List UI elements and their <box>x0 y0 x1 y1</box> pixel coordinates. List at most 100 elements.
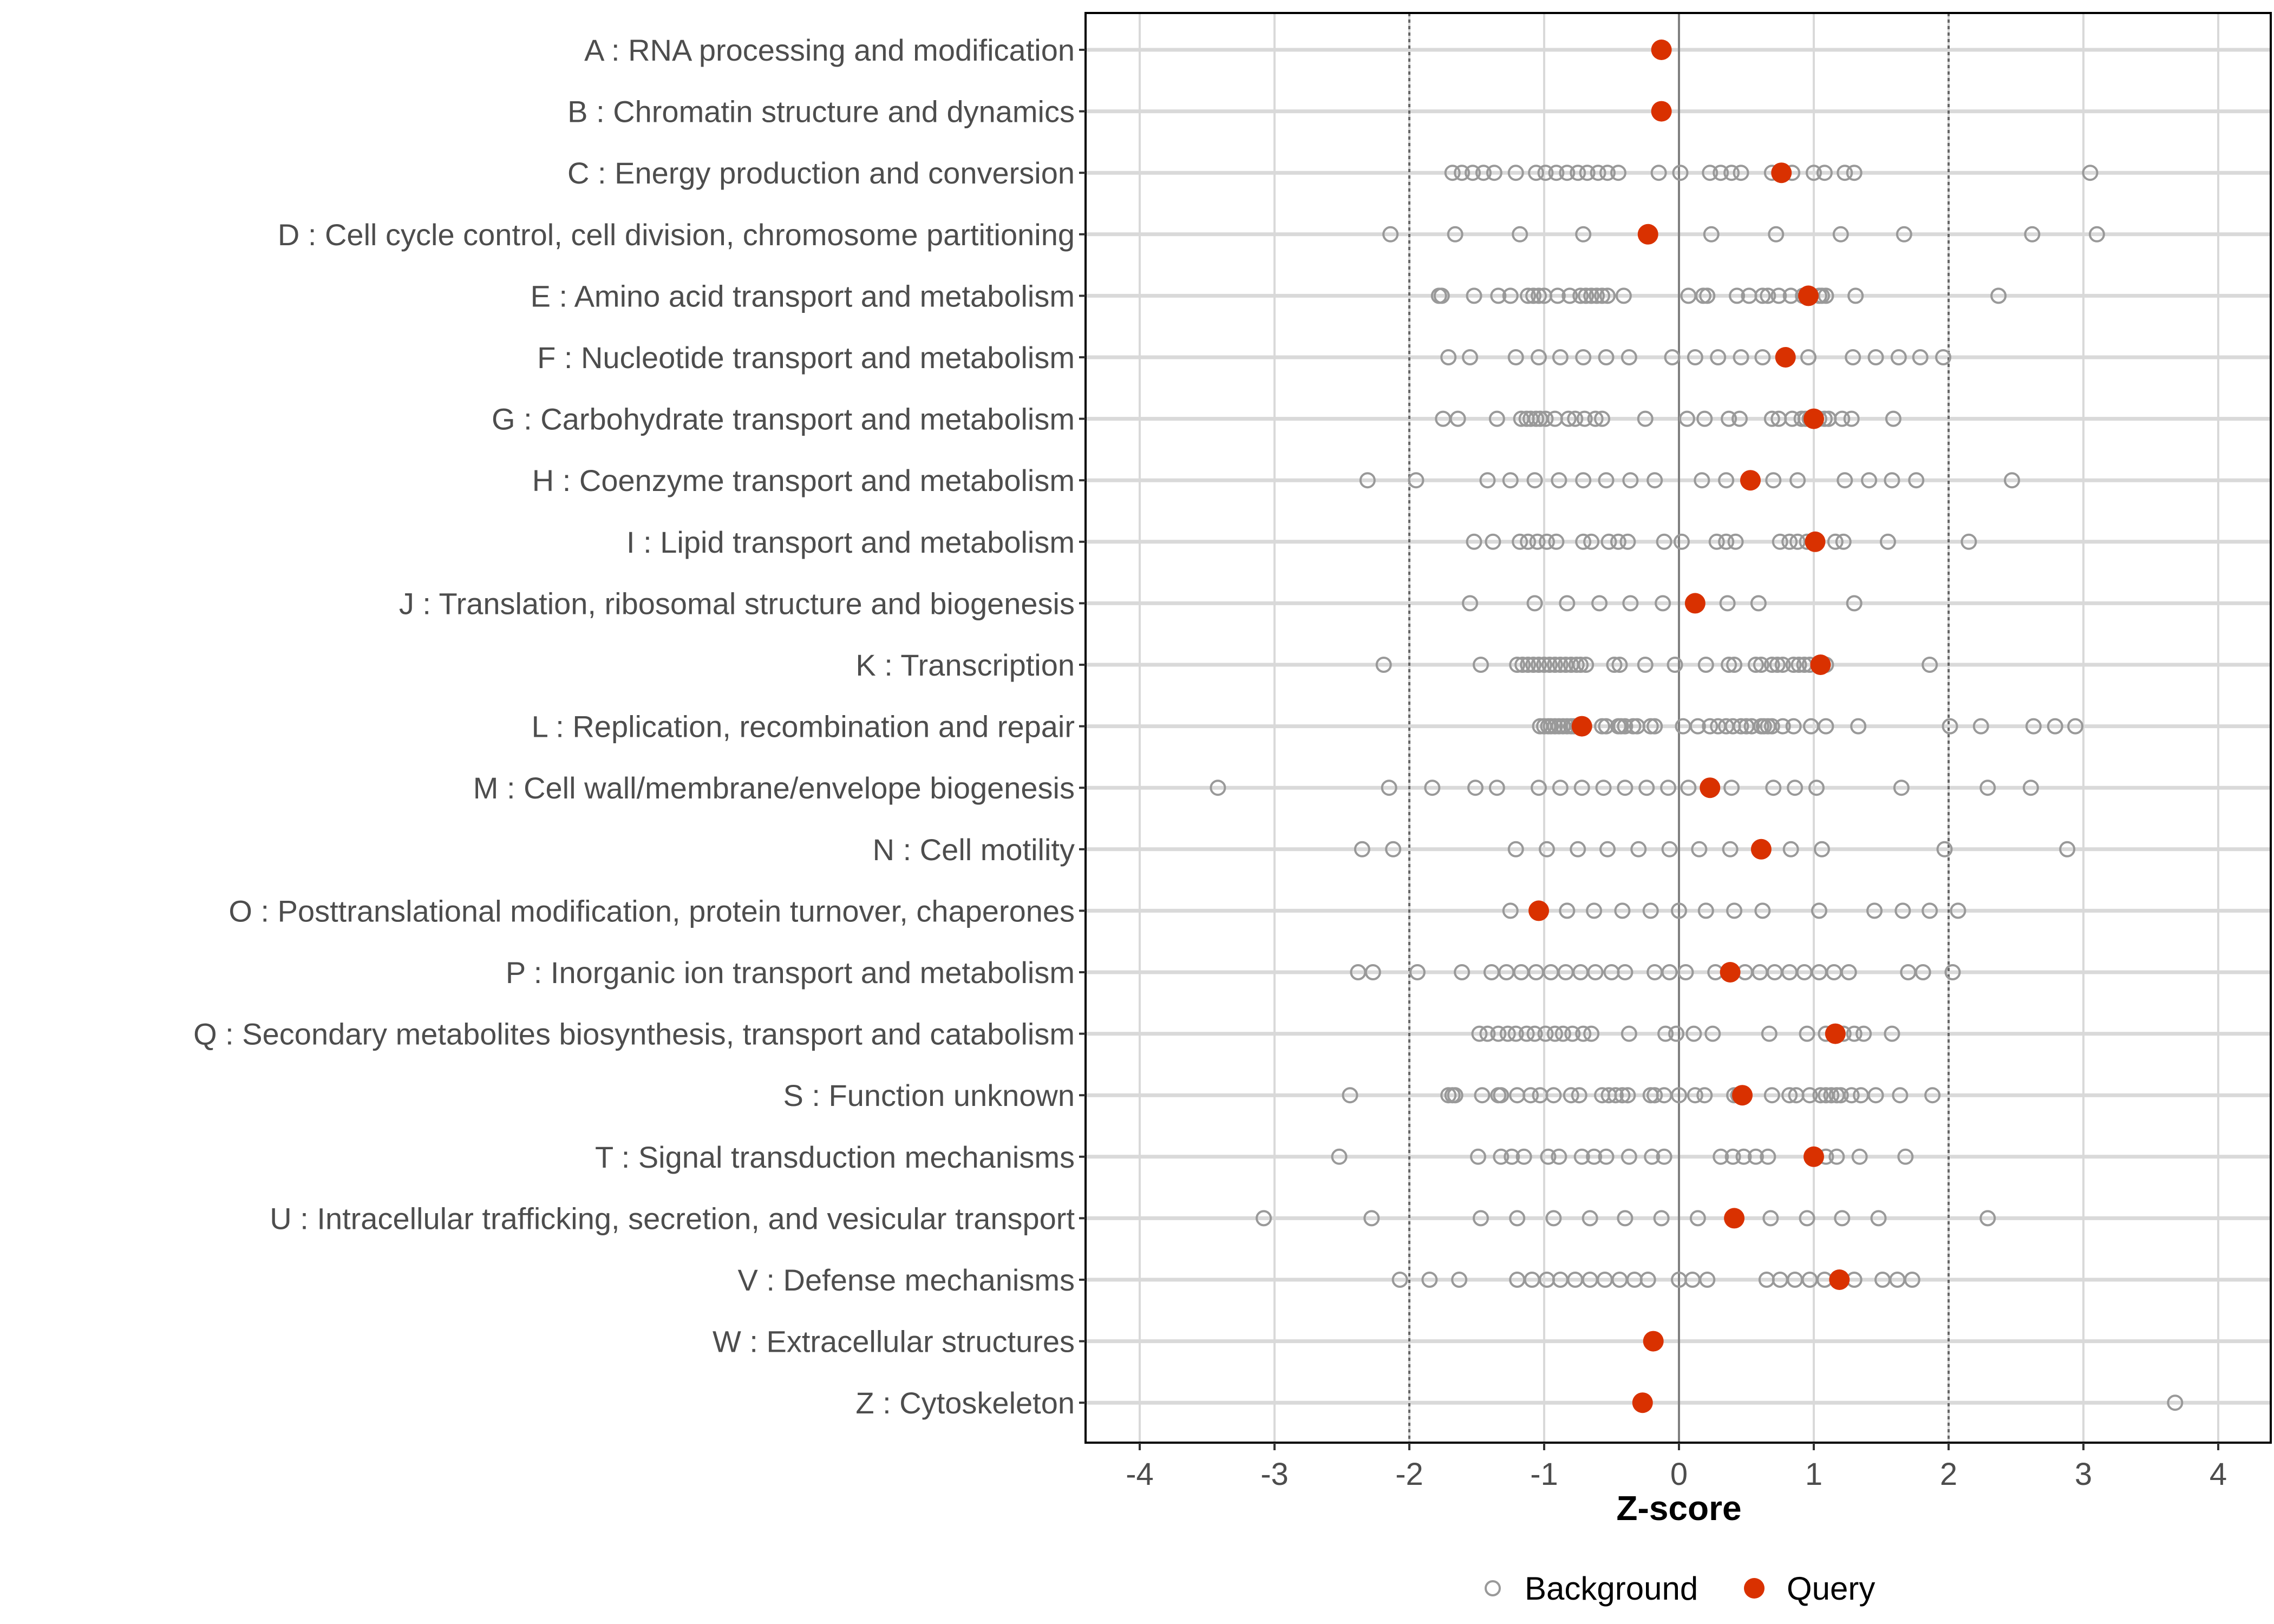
background-point <box>1799 1025 1815 1042</box>
background-point <box>1586 902 1603 919</box>
category-label: D : Cell cycle control, cell division, c… <box>278 218 1075 252</box>
background-point <box>1827 533 1844 550</box>
background-point <box>1972 718 1989 735</box>
background-point <box>1472 1210 1489 1227</box>
background-point <box>1845 349 1861 365</box>
background-point <box>1760 1148 1776 1165</box>
background-point <box>1867 349 1884 365</box>
background-point <box>1667 657 1683 673</box>
background-point <box>1620 349 1637 365</box>
background-point <box>1703 226 1720 243</box>
background-point <box>1520 287 1537 304</box>
query-point <box>1637 224 1658 245</box>
background-point <box>1520 533 1537 550</box>
background-point <box>1630 841 1647 857</box>
background-point <box>1552 657 1569 673</box>
background-point <box>1837 165 1853 181</box>
background-point <box>1843 410 1860 427</box>
background-point <box>1587 964 1604 980</box>
background-point <box>1507 349 1524 365</box>
background-point <box>1488 410 1505 427</box>
background-point <box>1363 1210 1380 1227</box>
background-point <box>1342 1087 1358 1104</box>
background-point <box>1561 287 1578 304</box>
background-point <box>1890 349 1907 365</box>
background-point <box>1572 657 1589 673</box>
background-point <box>1719 595 1736 612</box>
background-point <box>1942 718 1958 735</box>
background-point <box>1637 410 1654 427</box>
x-tick-label: -2 <box>1395 1457 1423 1492</box>
category-label: W : Extracellular structures <box>713 1325 1075 1359</box>
legend-background-marker <box>1485 1580 1501 1596</box>
background-point <box>1846 165 1863 181</box>
background-point <box>1850 718 1867 735</box>
background-point <box>1586 1148 1603 1165</box>
background-point <box>1678 410 1695 427</box>
background-point <box>2088 226 2105 243</box>
background-point <box>1656 533 1672 550</box>
background-point <box>1537 410 1554 427</box>
category-labels: A : RNA processing and modification B : C… <box>193 33 1086 1420</box>
background-point <box>1750 595 1767 612</box>
background-point <box>1570 841 1586 857</box>
background-point <box>1382 226 1399 243</box>
background-point <box>1548 533 1565 550</box>
category-label: S : Function unknown <box>783 1078 1075 1112</box>
query-point <box>1771 162 1792 184</box>
background-point <box>1897 1148 1914 1165</box>
background-point <box>1583 1025 1600 1042</box>
background-point <box>2082 165 2099 181</box>
background-point <box>2167 1394 2184 1411</box>
background-point <box>1733 165 1749 181</box>
background-point <box>1696 1087 1713 1104</box>
background-point <box>1655 595 1671 612</box>
category-label: G : Carbohydrate transport and metabolis… <box>492 402 1075 436</box>
background-point <box>1551 1148 1567 1165</box>
background-point <box>1885 410 1901 427</box>
background-point <box>1598 349 1615 365</box>
background-point <box>1545 1087 1562 1104</box>
category-label: J : Translation, ribosomal structure and… <box>399 586 1075 620</box>
background-point <box>1485 533 1501 550</box>
background-point <box>1713 165 1729 181</box>
background-point <box>1381 780 1397 796</box>
background-point <box>1785 657 1802 673</box>
background-point <box>1729 287 1746 304</box>
background-point <box>1610 165 1626 181</box>
background-point <box>1896 226 1912 243</box>
background-point <box>2047 718 2063 735</box>
background-point <box>1549 287 1566 304</box>
background-point <box>1847 287 1864 304</box>
background-point <box>1851 1148 1868 1165</box>
background-point <box>1657 1025 1674 1042</box>
x-tick-label: 3 <box>2075 1457 2092 1492</box>
background-point <box>1567 410 1584 427</box>
background-point <box>1575 472 1592 489</box>
background-point <box>1599 841 1616 857</box>
background-point <box>1540 1148 1557 1165</box>
background-point <box>1781 533 1798 550</box>
background-point <box>1723 780 1740 796</box>
background-point <box>1813 841 1830 857</box>
background-point <box>1424 780 1441 796</box>
background-point <box>1531 349 1547 365</box>
background-point <box>1490 1025 1507 1042</box>
background-point <box>1499 1025 1516 1042</box>
background-point <box>1722 841 1739 857</box>
background-point <box>1723 165 1740 181</box>
background-point <box>1600 533 1617 550</box>
background-point <box>1763 657 1780 673</box>
background-point <box>1504 1148 1520 1165</box>
background-point <box>1614 1087 1631 1104</box>
query-point <box>1740 470 1761 491</box>
background-point <box>1614 902 1631 919</box>
background-point <box>1514 657 1531 673</box>
reference-lines <box>1408 13 1950 1443</box>
background-point <box>1866 902 1883 919</box>
x-tick-label: -1 <box>1530 1457 1558 1492</box>
background-point <box>1594 410 1611 427</box>
background-point <box>1522 1087 1539 1104</box>
background-point <box>1718 533 1735 550</box>
